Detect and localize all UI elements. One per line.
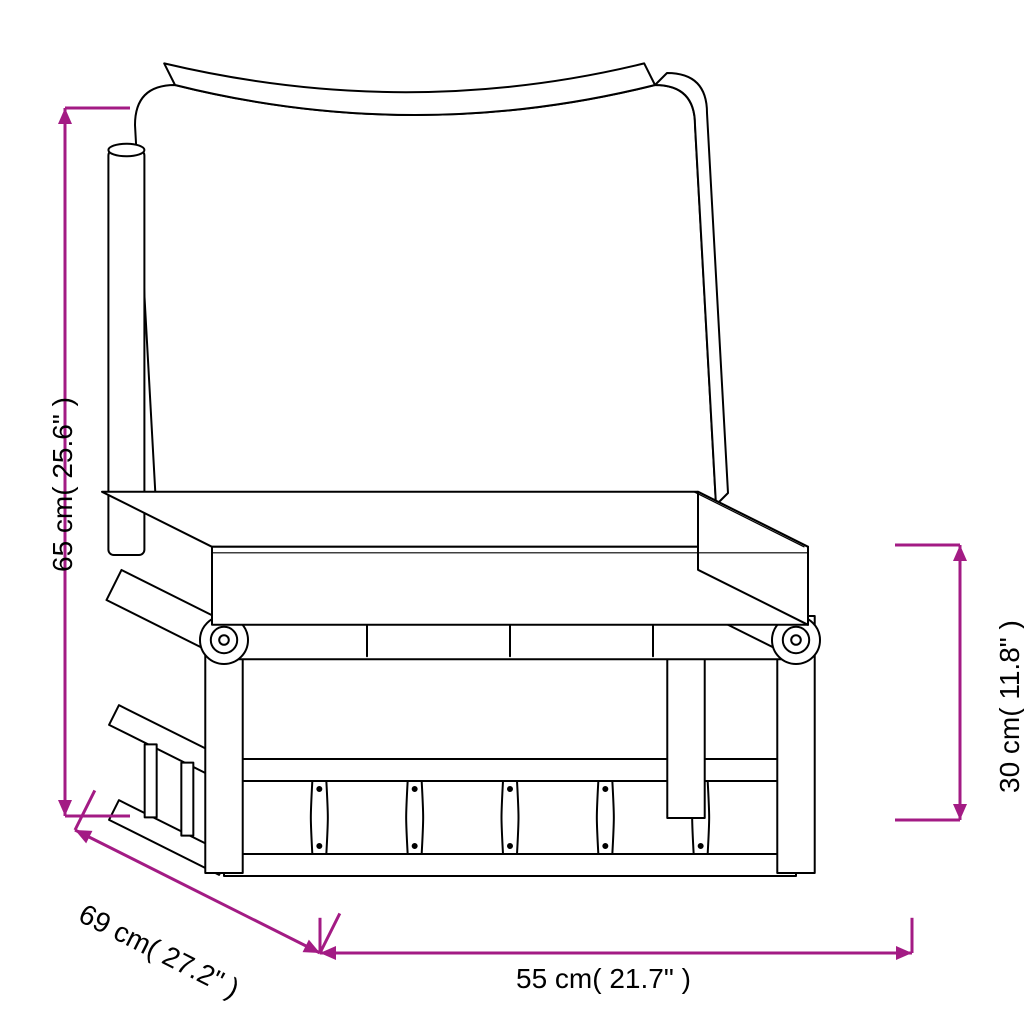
dim-label-width: 55 cm( 21.7" ) [516, 963, 691, 995]
diagram-stage: { "meta": { "width_px": 1024, "height_px… [0, 0, 1024, 1024]
technical-drawing-svg [0, 0, 1024, 1024]
dim-label-leg-height: 30 cm( 11.8" ) [994, 620, 1024, 793]
dim-label-height: 65 cm( 25.6" ) [47, 397, 79, 572]
